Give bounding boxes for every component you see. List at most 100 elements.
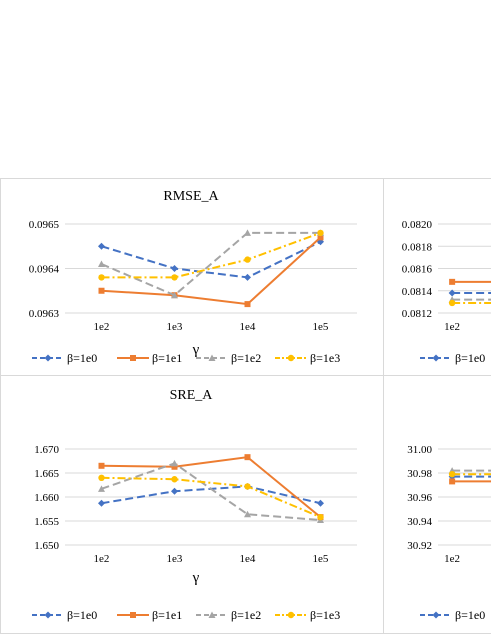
series-line <box>101 476 321 519</box>
data-point <box>448 299 456 307</box>
legend-marker <box>130 355 136 361</box>
series-3 <box>98 474 324 521</box>
y-tick-label: 31.00 <box>407 444 432 456</box>
legend: β=1e0 β=1e1 β=1e2 β=1e3 <box>32 608 340 622</box>
legend-label: β=1e1 <box>152 608 182 622</box>
x-tick-label: 1e4 <box>240 321 256 333</box>
y-tick-label: 30.98 <box>407 468 432 480</box>
y-tick-label: 30.94 <box>407 516 432 528</box>
legend-marker <box>208 611 216 618</box>
legend-label: β=1e0 <box>67 351 97 365</box>
y-tick-label: 1.660 <box>34 492 59 504</box>
data-point <box>244 510 251 518</box>
y-tick-label: 0.0812 <box>402 308 432 320</box>
x-axis-label: γ <box>192 342 200 358</box>
x-tick-label: 1e2 <box>444 553 460 565</box>
data-point <box>171 265 178 272</box>
y-tick-label: 1.665 <box>34 468 59 480</box>
legend-label: β=1e1 <box>152 351 182 365</box>
data-point <box>244 301 251 308</box>
legend: β=1e0 <box>420 608 485 622</box>
legend-label: β=1e3 <box>310 351 340 365</box>
data-point <box>244 454 251 461</box>
y-tick-label: 30.96 <box>407 492 432 504</box>
y-tick-label: 1.655 <box>34 516 59 528</box>
data-point <box>98 485 105 492</box>
data-point <box>98 462 105 469</box>
data-point <box>244 483 251 490</box>
series-1 <box>449 478 491 485</box>
legend-marker <box>432 354 440 362</box>
data-point <box>171 291 178 299</box>
legend-label: β=1e0 <box>455 608 485 622</box>
legend-marker <box>432 611 440 619</box>
legend-marker <box>130 612 136 618</box>
data-point <box>98 287 105 294</box>
x-tick-label: 1e5 <box>313 553 329 565</box>
series-2 <box>98 459 324 524</box>
chart-panel-3: 30.92 30.94 30.96 30.98 31.00 1e2 β=1e0 <box>383 375 491 634</box>
legend-label: β=1e0 <box>67 608 97 622</box>
chart-panel-2: 1.650 1.655 1.660 1.665 1.670 1e2 1e3 1e4 1e5 SRE… <box>0 375 384 634</box>
data-point <box>98 242 105 250</box>
x-tick-label: 1e4 <box>240 553 256 565</box>
series-1 <box>449 278 491 285</box>
legend: β=1e0 <box>420 351 485 365</box>
series-line <box>101 231 321 279</box>
legend-marker <box>44 354 52 362</box>
legend-label: β=1e2 <box>231 351 261 365</box>
data-point <box>317 513 324 521</box>
data-point <box>98 474 105 481</box>
series-0 <box>98 238 324 281</box>
x-axis-label: γ <box>192 570 200 586</box>
x-tick-label: 1e2 <box>94 553 110 565</box>
legend-marker <box>44 611 52 619</box>
y-tick-label: 0.0820 <box>402 219 433 231</box>
data-point <box>171 274 178 281</box>
data-point <box>449 278 456 285</box>
data-point <box>449 478 456 485</box>
series-3 <box>448 471 491 478</box>
legend-marker <box>287 354 295 362</box>
x-tick-label: 1e3 <box>167 553 183 565</box>
panel-border <box>383 375 491 634</box>
x-tick-label: 1e2 <box>444 321 460 333</box>
data-point <box>171 463 178 470</box>
series-1 <box>98 454 324 521</box>
series-0 <box>98 482 324 507</box>
series-0 <box>448 289 491 297</box>
panel-border <box>383 178 491 376</box>
data-point <box>98 260 105 268</box>
chart-title: SRE_A <box>170 388 214 403</box>
y-tick-label: 1.650 <box>34 540 59 552</box>
series-line <box>101 240 321 279</box>
series-line <box>101 236 322 306</box>
y-tick-label: 1.670 <box>34 444 59 456</box>
series-line <box>101 231 321 297</box>
y-tick-label: 0.0818 <box>402 241 433 253</box>
panel-border <box>0 375 384 634</box>
series-line <box>101 456 322 518</box>
data-point <box>317 499 324 507</box>
data-point <box>244 229 251 236</box>
legend-label: β=1e3 <box>310 608 340 622</box>
chart-panel-1: 0.0812 0.0814 0.0816 0.0818 0.0820 1e2 β=1e0 <box>383 178 491 376</box>
data-point <box>317 229 324 237</box>
data-point <box>171 487 178 495</box>
data-point <box>244 273 251 281</box>
data-point <box>171 459 178 467</box>
legend-marker <box>208 354 216 361</box>
legend: β=1e0 β=1e1 β=1e2 β=1e3 <box>32 351 340 365</box>
x-tick-label: 1e5 <box>313 321 329 333</box>
y-tick-label: 30.92 <box>407 540 432 552</box>
data-point <box>317 234 324 241</box>
data-point <box>98 499 105 507</box>
x-tick-label: 1e2 <box>94 321 110 333</box>
legend-label: β=1e2 <box>231 608 261 622</box>
x-tick-label: 1e3 <box>167 321 183 333</box>
data-point <box>98 274 105 281</box>
series-3 <box>98 229 324 281</box>
data-point <box>171 476 178 483</box>
